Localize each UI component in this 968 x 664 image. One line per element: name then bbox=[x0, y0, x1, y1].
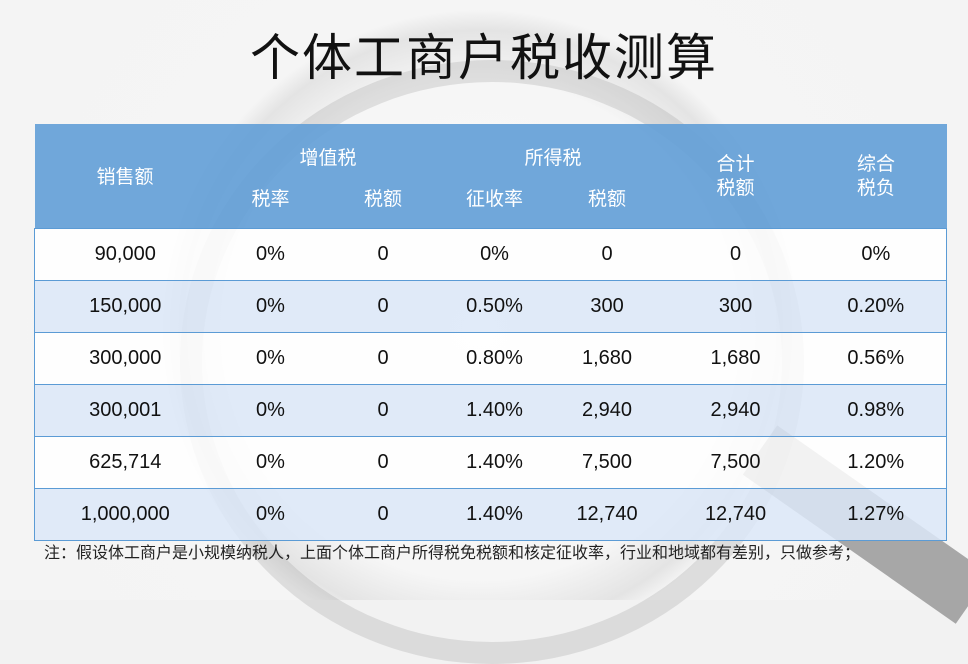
cell-vat-amount: 0 bbox=[325, 227, 441, 281]
cell-overall-burden: 0.20% bbox=[805, 279, 948, 333]
cell-vat-rate: 0% bbox=[215, 331, 326, 385]
cell-vat-amount: 0 bbox=[325, 331, 441, 385]
cell-total-tax: 12,740 bbox=[665, 487, 806, 541]
cell-levy-rate: 1.40% bbox=[440, 435, 549, 489]
header-overall-burden: 综合 税负 bbox=[805, 124, 947, 228]
header-sales: 销售额 bbox=[34, 124, 216, 228]
cell-vat-amount: 0 bbox=[325, 383, 441, 437]
table-row: 90,000 0% 0 0% 0 0 0% bbox=[34, 227, 948, 281]
cell-overall-burden: 1.27% bbox=[805, 487, 948, 541]
cell-vat-amount: 0 bbox=[325, 435, 441, 489]
cell-levy-rate: 1.40% bbox=[440, 383, 549, 437]
table-row: 300,001 0% 0 1.40% 2,940 2,940 0.98% bbox=[34, 383, 948, 437]
cell-income-tax-amount: 7,500 bbox=[548, 435, 666, 489]
cell-levy-rate: 0.80% bbox=[440, 331, 549, 385]
table-row: 150,000 0% 0 0.50% 300 300 0.20% bbox=[34, 279, 948, 333]
cell-sales: 1,000,000 bbox=[34, 487, 216, 541]
header-total-tax: 合计 税额 bbox=[665, 124, 806, 228]
cell-vat-rate: 0% bbox=[215, 279, 326, 333]
cell-total-tax: 300 bbox=[665, 279, 806, 333]
cell-overall-burden: 0.56% bbox=[805, 331, 948, 385]
cell-vat-amount: 0 bbox=[325, 279, 441, 333]
cell-levy-rate: 0.50% bbox=[440, 279, 549, 333]
table-row: 300,000 0% 0 0.80% 1,680 1,680 0.56% bbox=[34, 331, 948, 385]
cell-total-tax: 1,680 bbox=[665, 331, 806, 385]
header-vat: 增值税 bbox=[215, 124, 441, 176]
cell-vat-amount: 0 bbox=[325, 487, 441, 541]
cell-levy-rate: 1.40% bbox=[440, 487, 549, 541]
table-row: 625,714 0% 0 1.40% 7,500 7,500 1.20% bbox=[34, 435, 948, 489]
cell-total-tax: 2,940 bbox=[665, 383, 806, 437]
page-title: 个体工商户税收测算 bbox=[250, 29, 718, 87]
header-vat-amount: 税额 bbox=[325, 176, 441, 228]
cell-levy-rate: 0% bbox=[440, 227, 549, 281]
cell-sales: 625,714 bbox=[34, 435, 216, 489]
cell-overall-burden: 0.98% bbox=[805, 383, 948, 437]
tax-table: 销售额 增值税 所得税 合计 税额 综合 税负 税率 税额 征收率 税额 90,… bbox=[34, 124, 948, 541]
cell-overall-burden: 0% bbox=[805, 227, 948, 281]
cell-sales: 150,000 bbox=[34, 279, 216, 333]
cell-income-tax-amount: 2,940 bbox=[548, 383, 666, 437]
header-vat-rate: 税率 bbox=[215, 176, 326, 228]
cell-income-tax-amount: 300 bbox=[548, 279, 666, 333]
cell-total-tax: 0 bbox=[665, 227, 806, 281]
cell-sales: 300,001 bbox=[34, 383, 216, 437]
cell-income-tax-amount: 1,680 bbox=[548, 331, 666, 385]
cell-total-tax: 7,500 bbox=[665, 435, 806, 489]
cell-vat-rate: 0% bbox=[215, 383, 326, 437]
header-levy-rate: 征收率 bbox=[440, 176, 549, 228]
cell-sales: 90,000 bbox=[34, 227, 216, 281]
cell-income-tax-amount: 12,740 bbox=[548, 487, 666, 541]
footnote: 注：假设体工商户是小规模纳税人，上面个体工商户所得税免税额和核定征收率，行业和地… bbox=[44, 543, 861, 562]
cell-vat-rate: 0% bbox=[215, 487, 326, 541]
cell-income-tax-amount: 0 bbox=[548, 227, 666, 281]
cell-sales: 300,000 bbox=[34, 331, 216, 385]
cell-overall-burden: 1.20% bbox=[805, 435, 948, 489]
cell-vat-rate: 0% bbox=[215, 227, 326, 281]
table-row: 1,000,000 0% 0 1.40% 12,740 12,740 1.27% bbox=[34, 487, 948, 541]
cell-vat-rate: 0% bbox=[215, 435, 326, 489]
header-income-tax: 所得税 bbox=[440, 124, 666, 176]
header-income-amount: 税额 bbox=[548, 176, 666, 228]
